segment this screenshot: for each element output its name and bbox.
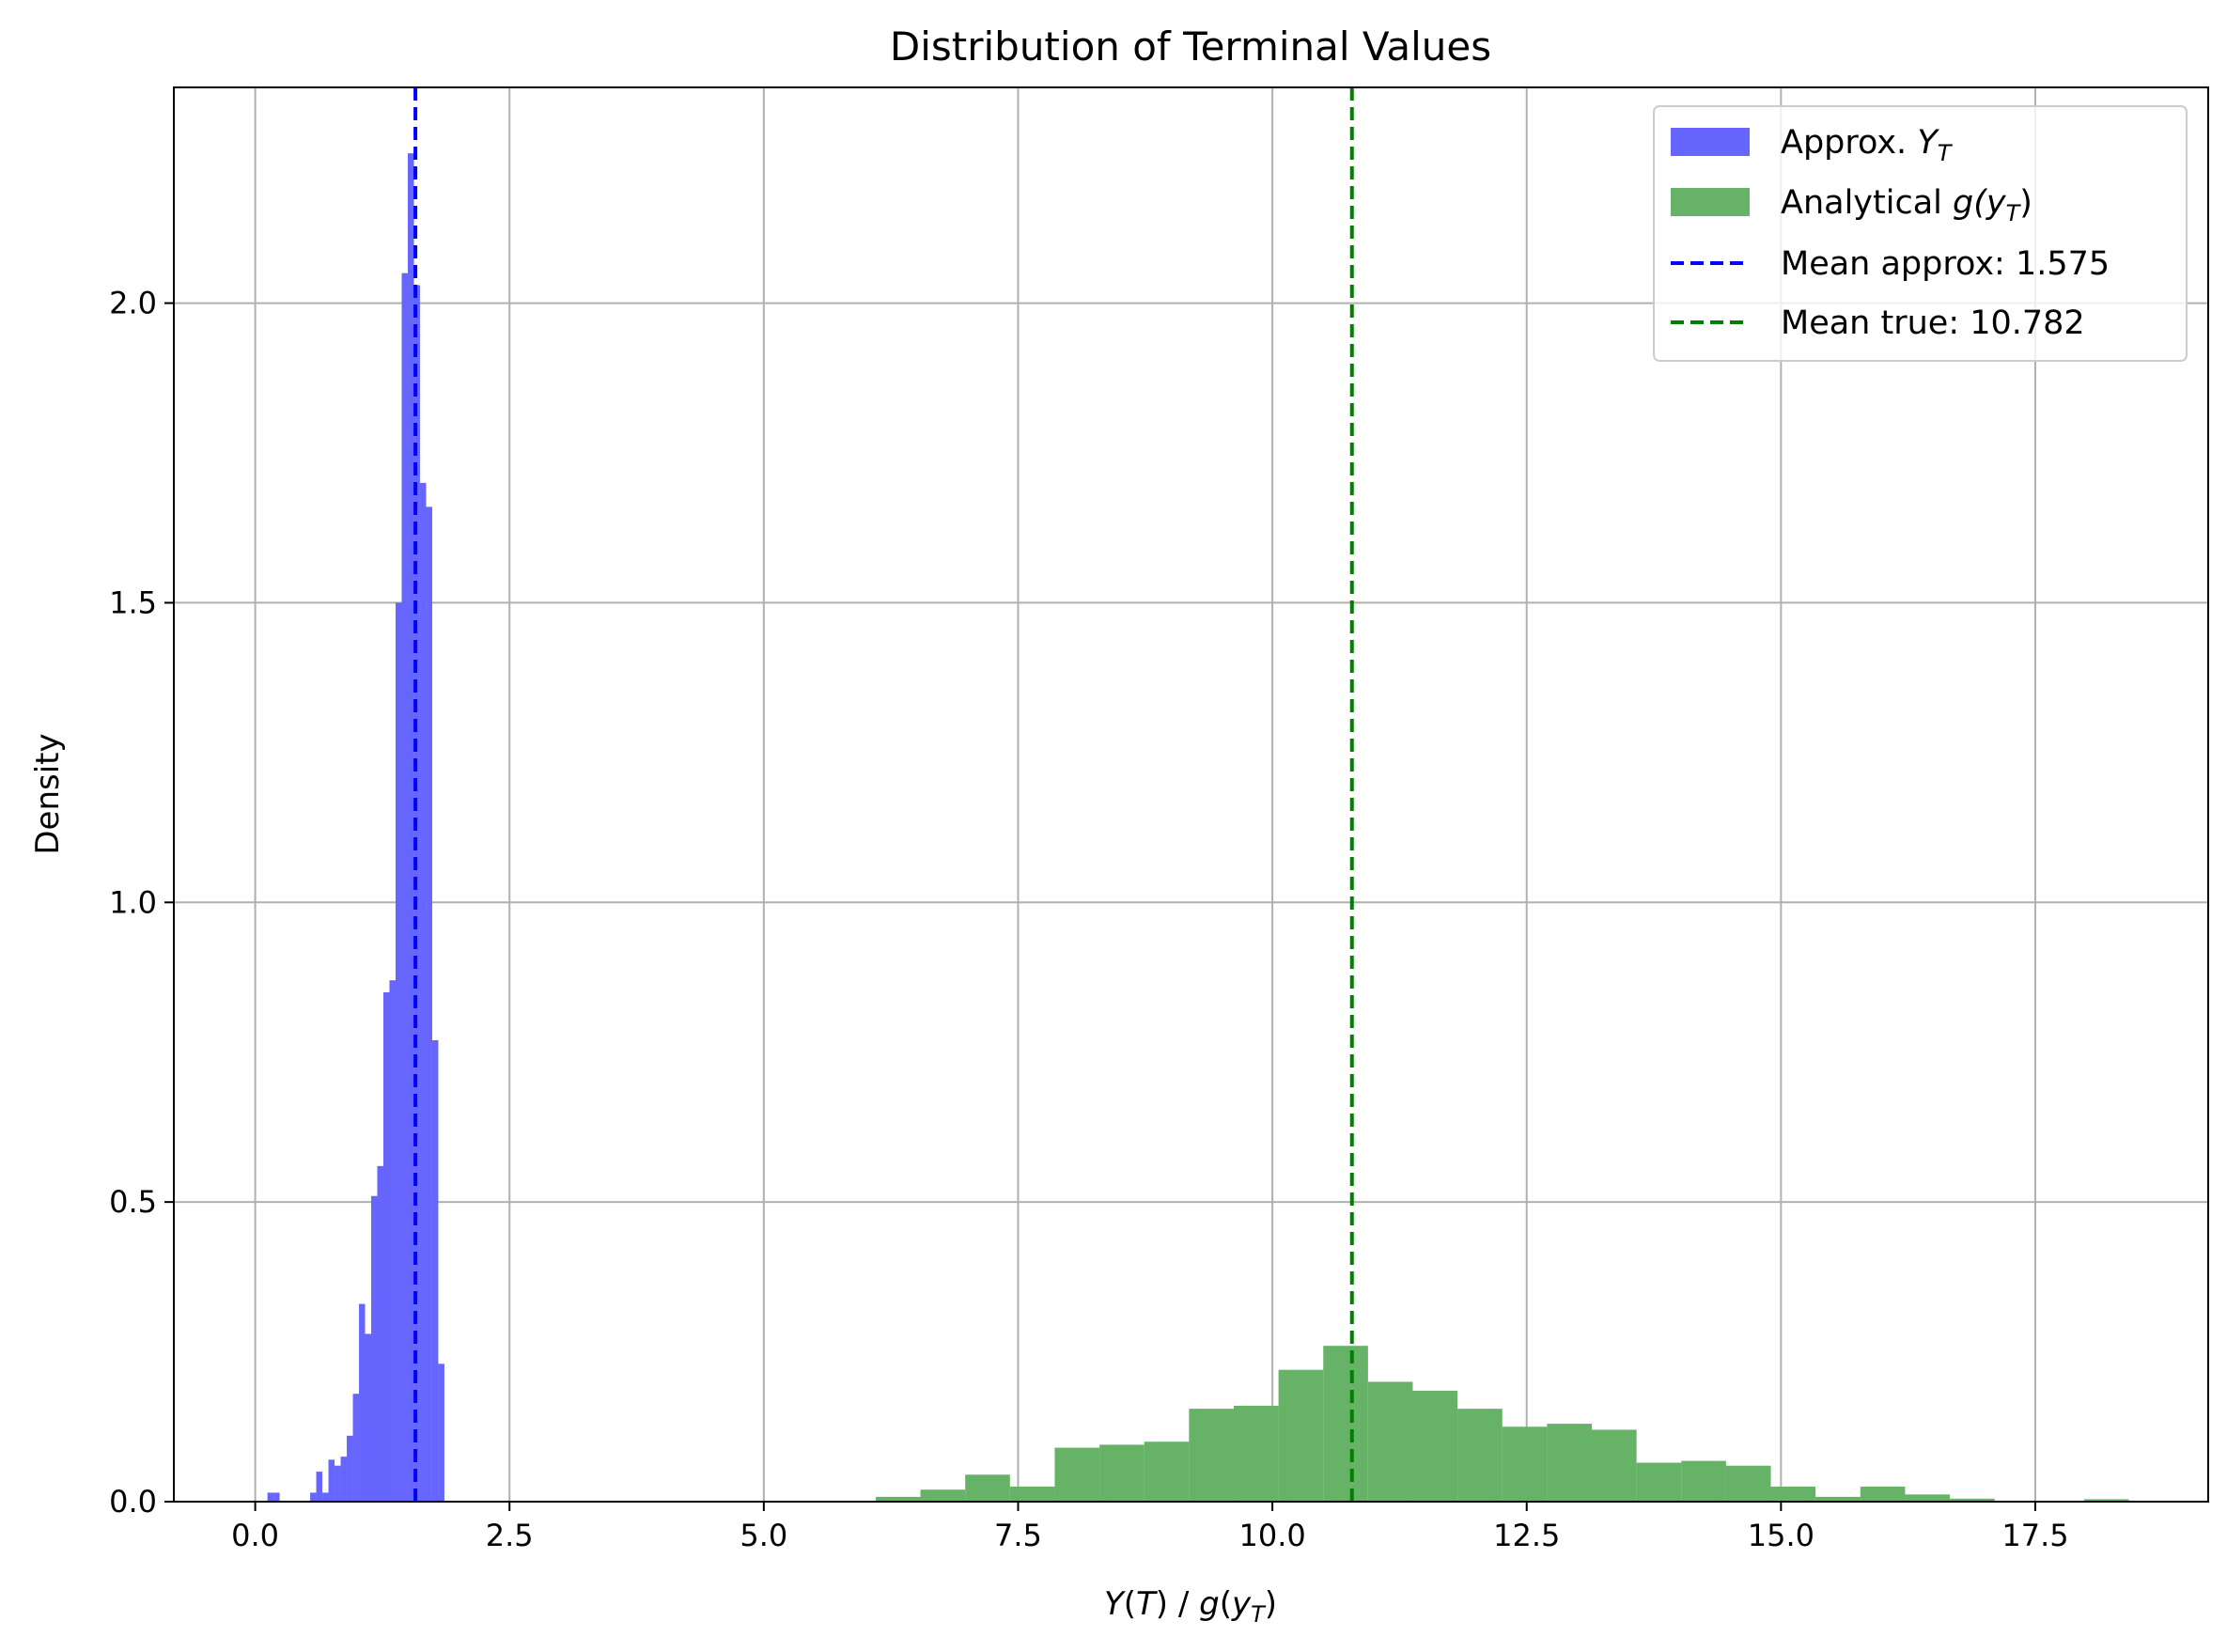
bar-approx	[340, 1457, 348, 1502]
bar-approx	[352, 1394, 360, 1502]
bar-approx	[322, 1492, 329, 1502]
bar-analytical	[1144, 1442, 1190, 1502]
y-tick-label: 0.5	[109, 1184, 157, 1220]
x-tick-label: 7.5	[994, 1518, 1042, 1553]
bar-analytical	[1547, 1424, 1593, 1502]
bar-analytical	[1367, 1381, 1413, 1502]
bar-analytical	[920, 1489, 966, 1502]
x-tick-label: 12.5	[1493, 1518, 1560, 1553]
legend-box	[1653, 105, 2188, 362]
bar-analytical	[965, 1474, 1010, 1502]
bar-approx	[382, 991, 390, 1502]
bar-approx	[389, 980, 396, 1502]
bar-approx	[335, 1465, 341, 1502]
legend-label-mean-true: Mean true: 10.782	[1781, 304, 2085, 342]
bar-analytical	[1905, 1494, 1951, 1502]
bar-analytical	[1592, 1429, 1637, 1502]
chart-title: Distribution of Terminal Values	[890, 23, 1491, 70]
x-tick-label: 2.5	[486, 1518, 534, 1553]
y-tick-label: 1.0	[109, 884, 157, 920]
bar-analytical	[1323, 1346, 1368, 1502]
histogram-bars	[267, 153, 2129, 1502]
bar-approx	[328, 1459, 335, 1502]
y-axis-ticks: 0.0 0.5 1.0 1.5 2.0	[109, 286, 174, 1520]
bar-analytical	[1099, 1444, 1145, 1502]
legend-swatch-approx	[1671, 128, 1750, 156]
bar-approx	[419, 482, 427, 1502]
bar-analytical	[1412, 1391, 1458, 1502]
legend-label-approx: Approx. YT	[1781, 124, 1954, 166]
bar-approx	[431, 1039, 439, 1502]
legend-label-analytical: Analytical g(yT)	[1781, 184, 2032, 226]
bar-analytical	[1009, 1487, 1055, 1502]
plot-frame	[173, 86, 2209, 1503]
bar-approx	[347, 1435, 353, 1502]
bar-approx	[426, 507, 432, 1502]
x-axis-ticks: 0.0 2.5 5.0 7.5 10.0 12.5 15.0 17.5	[231, 1502, 2069, 1553]
x-tick-label: 5.0	[740, 1518, 787, 1553]
bar-analytical	[1278, 1369, 1324, 1502]
bar-approx	[401, 273, 408, 1502]
y-tick-label: 0.0	[109, 1484, 157, 1520]
bar-analytical	[1770, 1487, 1816, 1502]
y-axis-label: Density	[29, 733, 67, 854]
bar-approx	[310, 1492, 317, 1502]
legend: Approx. YT Analytical g(yT) Mean approx:…	[1653, 105, 2188, 362]
bar-approx	[316, 1472, 323, 1502]
x-tick-label: 17.5	[2001, 1518, 2068, 1553]
bar-analytical	[1860, 1487, 1906, 1502]
legend-swatch-analytical	[1671, 188, 1750, 216]
bar-approx	[365, 1333, 372, 1502]
bar-analytical	[1502, 1426, 1548, 1502]
legend-label-mean-approx: Mean approx: 1.575	[1781, 245, 2110, 283]
bar-analytical	[875, 1496, 921, 1502]
bar-approx	[395, 602, 402, 1502]
bar-analytical	[1681, 1460, 1726, 1502]
bar-analytical	[2083, 1499, 2129, 1502]
bar-analytical	[1636, 1462, 1682, 1502]
bar-analytical	[1725, 1465, 1771, 1502]
bar-analytical	[1815, 1496, 1861, 1502]
bar-approx	[371, 1195, 378, 1502]
bar-approx	[413, 285, 420, 1502]
x-tick-label: 10.0	[1238, 1518, 1305, 1553]
bar-approx	[438, 1364, 444, 1502]
bar-approx	[267, 1492, 274, 1502]
bar-approx	[377, 1165, 383, 1502]
bar-analytical	[1189, 1409, 1234, 1502]
bar-analytical	[1054, 1447, 1100, 1502]
bar-analytical	[1457, 1409, 1503, 1502]
bar-approx	[273, 1492, 280, 1502]
bar-approx	[407, 153, 414, 1502]
y-tick-label: 2.0	[109, 286, 157, 321]
x-tick-label: 15.0	[1748, 1518, 1814, 1553]
bar-analytical	[1233, 1405, 1279, 1502]
x-axis-label: Y(T) / g(yT)	[1104, 1585, 1277, 1628]
y-tick-label: 1.5	[109, 584, 157, 620]
bar-analytical	[1950, 1498, 1995, 1502]
bar-approx	[359, 1303, 366, 1502]
x-tick-label: 0.0	[231, 1518, 279, 1553]
